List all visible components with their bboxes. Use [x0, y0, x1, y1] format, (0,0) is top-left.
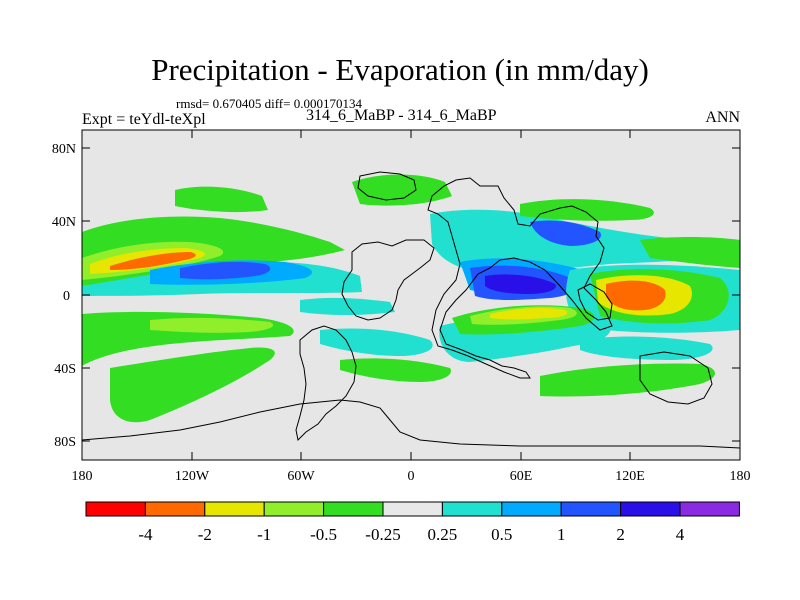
colorbar: -4 -2 -1 -0.5 -0.25 0.25 0.5 1 2 4 — [85, 501, 740, 544]
coast-antarctica — [81, 399, 741, 449]
colorbar-label: -0.5 — [310, 525, 337, 544]
field-npac-orange — [110, 252, 196, 270]
lon-tick-label: 60W — [287, 469, 315, 484]
colorbar-swatch — [679, 501, 740, 517]
colorbar-label: 2 — [616, 525, 625, 544]
colorbar-label: -4 — [138, 525, 153, 544]
lat-tick-label: 40S — [54, 362, 76, 377]
lon-tick-label: 0 — [408, 469, 415, 484]
experiment-label: Expt = teYdl-teXpl — [82, 111, 206, 128]
colorbar-swatch — [323, 501, 384, 517]
coast-greenland — [357, 171, 417, 201]
field-so-green — [540, 363, 715, 397]
field-satl-green — [340, 358, 451, 382]
axis-ticks — [82, 130, 740, 460]
field-wp-orange — [606, 280, 666, 311]
field-spac-lime — [150, 317, 274, 333]
lon-tick-label: 180 — [730, 469, 751, 484]
lon-tick-label: 120W — [175, 469, 210, 484]
lat-tick-label: 0 — [63, 289, 70, 304]
lon-tick-label: 180 — [72, 469, 93, 484]
contour-fields — [82, 174, 740, 423]
colorbar-swatch — [263, 501, 325, 517]
colorbar-label: -1 — [257, 525, 271, 544]
season-label: ANN — [705, 109, 740, 126]
colorbar-swatch — [501, 501, 562, 517]
colorbar-label: -2 — [198, 525, 212, 544]
field-nep-green — [640, 237, 740, 268]
colorbar-label: 0.25 — [428, 525, 458, 544]
lat-tick-label: 80S — [54, 435, 76, 450]
colorbar-swatch — [382, 501, 443, 517]
field-si-yellow — [490, 307, 568, 320]
colorbar-label: 4 — [676, 525, 685, 544]
colorbar-swatch — [204, 501, 265, 517]
lat-tick-label: 80N — [52, 142, 76, 157]
map-panel — [81, 129, 741, 461]
chart-title: Precipitation - Evaporation (in mm/day) — [151, 52, 649, 87]
colorbar-label: 0.5 — [491, 525, 512, 544]
case-label: 314_6_MaBP - 314_6_MaBP — [306, 107, 497, 124]
field-ne-green — [520, 199, 654, 221]
lat-tick-label: 40N — [52, 215, 76, 230]
field-nw-green — [175, 186, 268, 213]
colorbar-swatch — [85, 501, 146, 517]
lon-labels: 180 120W 60W 0 60E 120E 180 — [72, 469, 751, 484]
lon-tick-label: 60E — [510, 469, 533, 484]
field-spac-green2 — [110, 347, 275, 423]
stats-text: rmsd= 0.670405 diff= 0.000170134 — [176, 96, 362, 111]
colorbar-label: -0.25 — [365, 525, 400, 544]
field-eq-cyan2 — [300, 297, 395, 315]
coast-americas — [427, 177, 613, 379]
lon-tick-label: 120E — [615, 469, 645, 484]
field-eqpac-blue — [180, 261, 271, 280]
coast-africa-europe — [341, 239, 435, 321]
coast-samerica — [295, 325, 357, 442]
colorbar-swatch — [560, 501, 622, 517]
field-io-darkblue — [485, 274, 556, 294]
coastlines — [81, 171, 741, 449]
field-np-blue — [530, 220, 601, 246]
coast-seasia — [577, 283, 613, 321]
colorbar-label: 1 — [557, 525, 566, 544]
field-sa-cyan — [320, 328, 433, 356]
colorbar-swatch — [620, 501, 681, 517]
colorbar-swatch — [144, 501, 206, 517]
lat-labels: 80N 40N 0 40S 80S — [52, 142, 76, 450]
coast-australia — [639, 351, 713, 405]
colorbar-swatch — [441, 501, 503, 517]
